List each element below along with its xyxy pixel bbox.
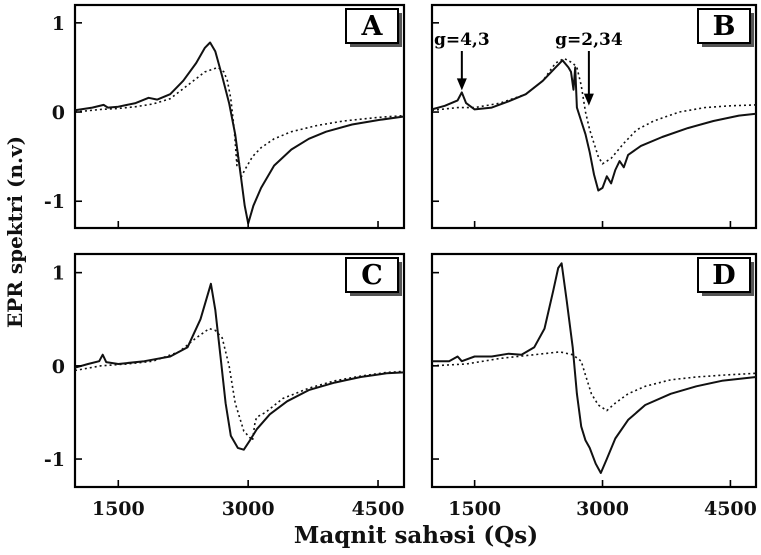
annotation-label: g=4,3 xyxy=(434,30,490,50)
solid-series-line xyxy=(74,41,405,225)
panel-a: 1 0 -1 A xyxy=(44,3,406,230)
x-tick-label: 3000 xyxy=(222,498,275,520)
y-tick-label: 0 xyxy=(52,356,65,378)
dotted-series-line xyxy=(431,351,757,412)
annotation-arrow-head xyxy=(456,78,467,91)
y-tick-label: 1 xyxy=(52,263,65,285)
annotation-label: g=2,34 xyxy=(555,30,623,50)
x-tick-label: 4500 xyxy=(352,498,405,520)
plot-frame xyxy=(430,3,758,230)
dotted-series-line xyxy=(74,66,405,178)
panel-label-box xyxy=(697,257,751,293)
y-tick-label: 1 xyxy=(52,13,65,35)
dotted-series-line xyxy=(431,57,757,165)
dotted-series-line xyxy=(74,327,405,442)
panel-b: Bg=4,3 g=2,34 xyxy=(430,3,758,230)
y-tick-label: -1 xyxy=(44,449,65,471)
panel-letter: B xyxy=(713,11,736,42)
solid-series-line xyxy=(432,262,757,474)
y-axis-label: EPR spektri (n.v) xyxy=(3,136,27,328)
panel-label-box xyxy=(345,8,399,44)
panel-d: 1500 3000 4500 D xyxy=(430,252,758,520)
x-tick-label: 1500 xyxy=(448,498,501,520)
y-tick-label: 0 xyxy=(52,102,65,124)
y-tick-label: -1 xyxy=(44,191,65,213)
panel-letter: C xyxy=(361,260,383,291)
x-axis-label: Maqnit sahəsi (Qs) xyxy=(294,522,538,549)
plot-frame xyxy=(430,252,758,489)
panel-letter: A xyxy=(361,11,384,42)
panel-letter: D xyxy=(712,260,735,291)
solid-series-line xyxy=(74,282,405,451)
annotation-arrow-head xyxy=(583,93,594,106)
x-tick-label: 4500 xyxy=(704,498,757,520)
x-tick-label: 1500 xyxy=(92,498,145,520)
panel-label-box xyxy=(697,8,751,44)
panel-c: 1 0 -1 1500 3000 4500 C xyxy=(44,252,406,520)
panel-label-box xyxy=(345,257,399,293)
solid-series-line xyxy=(431,59,757,192)
x-tick-label: 3000 xyxy=(576,498,629,520)
